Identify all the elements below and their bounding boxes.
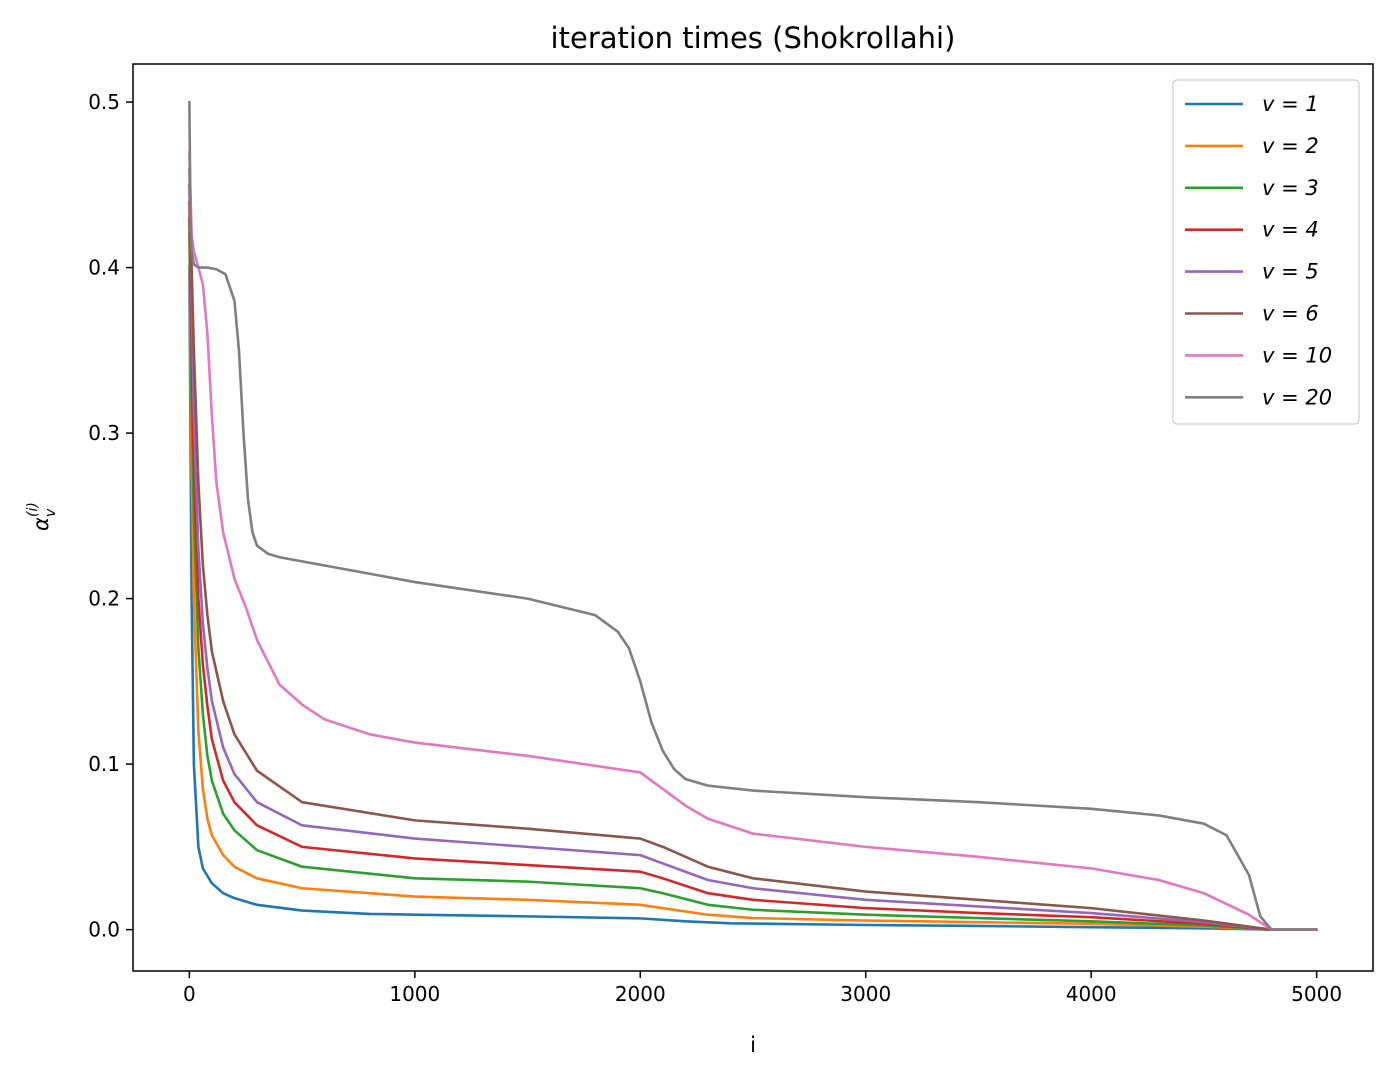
x-tick-label: 5000 bbox=[1291, 982, 1342, 1006]
series-line-v-4 bbox=[188, 200, 1318, 931]
y-tick-label: 0.3 bbox=[88, 421, 120, 445]
y-tick-label: 0.1 bbox=[88, 752, 120, 776]
y-axis: 0.0 0.1 0.2 0.3 0.4 0.5 bbox=[88, 90, 133, 942]
legend-label: v = 1 bbox=[1262, 92, 1319, 116]
y-axis-label-sub: v bbox=[43, 508, 59, 517]
y-axis-label: α (i) v bbox=[25, 502, 59, 531]
y-axis-label-sup: (i) bbox=[25, 502, 41, 517]
series-layer bbox=[188, 100, 1318, 931]
series-line-v-1 bbox=[188, 266, 1318, 931]
legend: v = 1 v = 2 v = 3 v = 4 v = 5 v = 6 v = 10 v = … bbox=[1172, 79, 1360, 425]
legend-label: v = 2 bbox=[1262, 134, 1319, 158]
x-tick-label: 4000 bbox=[1066, 982, 1117, 1006]
legend-label: v = 3 bbox=[1262, 176, 1319, 200]
series-line-v-20 bbox=[188, 100, 1318, 931]
x-tick-label: 0 bbox=[183, 982, 196, 1006]
series-line-v-2 bbox=[188, 233, 1318, 931]
series-line-v-3 bbox=[188, 216, 1318, 931]
legend-label: v = 20 bbox=[1262, 385, 1332, 409]
x-tick-label: 1000 bbox=[389, 982, 440, 1006]
x-axis-label: i bbox=[750, 1033, 756, 1057]
legend-label: v = 5 bbox=[1262, 260, 1319, 284]
legend-box bbox=[1172, 79, 1360, 425]
legend-label: v = 4 bbox=[1262, 218, 1319, 242]
y-tick-label: 0.0 bbox=[88, 918, 120, 942]
y-tick-label: 0.5 bbox=[88, 90, 120, 114]
x-tick-label: 3000 bbox=[840, 982, 891, 1006]
y-tick-label: 0.2 bbox=[88, 587, 120, 611]
series-line-v-5 bbox=[188, 183, 1318, 931]
y-tick-label: 0.4 bbox=[88, 256, 120, 280]
legend-label: v = 6 bbox=[1262, 302, 1319, 326]
plot-frame bbox=[132, 63, 1374, 972]
series-line-v-6 bbox=[188, 166, 1318, 931]
chart-title: iteration times (Shokrollahi) bbox=[551, 21, 956, 55]
legend-label: v = 10 bbox=[1262, 343, 1332, 367]
x-axis: 0 1000 2000 3000 4000 5000 bbox=[183, 971, 1342, 1006]
y-axis-label-main: α bbox=[29, 517, 53, 531]
x-tick-label: 2000 bbox=[615, 982, 666, 1006]
series-line-v-10 bbox=[188, 150, 1318, 931]
